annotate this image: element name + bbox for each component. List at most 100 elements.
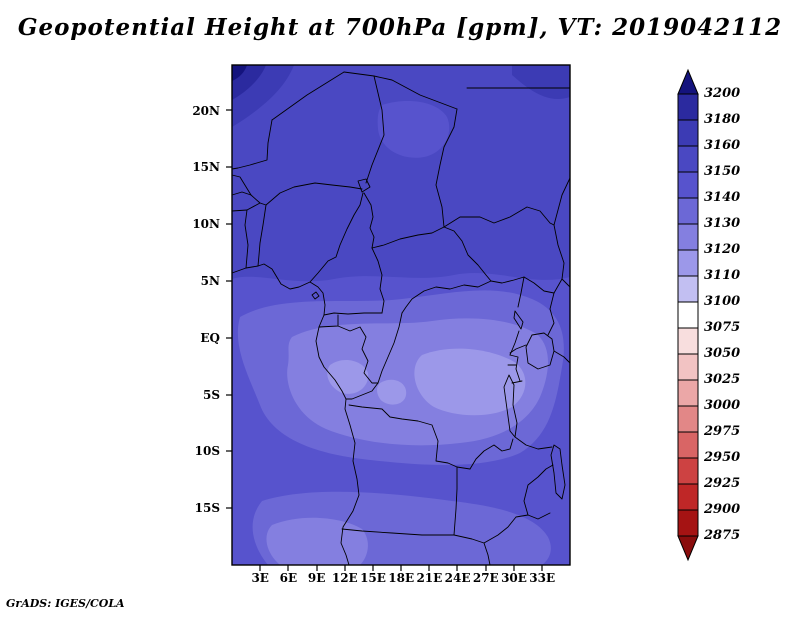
colorbar-segment: [677, 301, 699, 329]
colorbar-level-label: 3110: [704, 268, 741, 283]
axis-ticks: [226, 109, 543, 571]
lat-tick-label: 20N: [192, 103, 220, 118]
colorbar-level-label: 3025: [704, 372, 741, 387]
lake-albert: [513, 310, 524, 330]
colorbar-segment: [677, 327, 699, 355]
border-path: [514, 436, 553, 450]
border-path: [443, 206, 555, 228]
coastline: [231, 263, 360, 566]
border-path: [483, 542, 491, 566]
border-path: [323, 312, 383, 316]
colorbar-labels: 3200 3180 3160 3150 3140 3130 3120 3110 3100 3075…: [704, 70, 764, 560]
colorbar-segment: [677, 353, 699, 381]
border-path: [231, 174, 252, 196]
border-path: [371, 226, 445, 249]
border-path: [244, 209, 249, 269]
colorbar-level-label: 2950: [704, 450, 741, 465]
colorbar-segment: [677, 483, 699, 511]
border-path: [345, 312, 403, 400]
colorbar-segment: [677, 431, 699, 459]
map-svg: [226, 64, 571, 571]
colorbar-level-label: 2875: [704, 528, 741, 543]
colorbar-top-arrow: [677, 68, 699, 95]
border-path: [257, 204, 267, 267]
border-path: [309, 192, 364, 283]
map-area: [226, 64, 571, 571]
country-borders: [231, 71, 571, 566]
lon-tick-label: 6E: [279, 571, 298, 585]
colorbar: [677, 68, 699, 562]
lon-tick-label: 18E: [388, 571, 415, 585]
colorbar-segment: [677, 93, 699, 121]
border-path: [337, 325, 379, 384]
border-path: [357, 178, 371, 193]
border-path: [547, 292, 555, 336]
border-path: [469, 438, 514, 470]
lon-tick-label: 33E: [529, 571, 556, 585]
border-path: [341, 528, 455, 536]
border-path: [490, 276, 563, 294]
colorbar-level-label: 3200: [704, 86, 741, 101]
lake-victoria: [525, 332, 555, 370]
border-path: [509, 330, 520, 356]
map-frame: [226, 64, 571, 571]
colorbar-segment: [677, 509, 699, 537]
colorbar-level-label: 3180: [704, 112, 741, 127]
lat-tick-label: 10S: [194, 444, 220, 459]
border-path: [348, 404, 471, 470]
border-path: [363, 192, 375, 249]
lat-tick-label: 15N: [192, 160, 220, 175]
colorbar-level-label: 2975: [704, 424, 741, 439]
lake-malawi: [550, 444, 566, 500]
border-path: [453, 466, 458, 536]
colorbar-segment: [677, 223, 699, 251]
colorbar-level-label: 3100: [704, 294, 741, 309]
grads-credit: GrADS: IGES/COLA: [6, 597, 125, 610]
lat-tick-label: EQ: [200, 330, 220, 345]
lon-tick-label: 21E: [416, 571, 443, 585]
border-path: [517, 276, 525, 308]
border-path: [435, 108, 458, 228]
border-path: [365, 75, 385, 184]
border-path: [343, 71, 458, 110]
lat-tick-label: 5S: [202, 387, 220, 402]
colorbar-level-label: 3075: [704, 320, 741, 335]
colorbar-level-label: 3140: [704, 190, 741, 205]
border-path: [523, 464, 554, 516]
colorbar-segment: [677, 275, 699, 303]
colorbar-level-label: 2925: [704, 476, 741, 491]
colorbar-segment: [677, 249, 699, 277]
border-path: [511, 380, 523, 384]
lon-tick-label: 3E: [251, 571, 269, 585]
border-path: [553, 350, 571, 364]
colorbar-level-label: 3050: [704, 346, 741, 361]
lon-tick-label: 15E: [360, 571, 386, 585]
colorbar-segment: [677, 197, 699, 225]
lat-tick-label: 5N: [200, 273, 220, 288]
colorbar-segment: [677, 119, 699, 147]
border-path: [509, 344, 527, 354]
plot-title: Geopotential Height at 700hPa [gpm], VT:…: [17, 14, 783, 41]
colorbar-level-label: 3130: [704, 216, 741, 231]
border-path: [453, 512, 551, 544]
lon-tick-label: 30E: [501, 571, 527, 585]
colorbar-level-label: 3000: [704, 398, 741, 413]
colorbar-bottom-arrow: [677, 535, 699, 562]
lon-axis: 3E 6E 9E 12E 15E 18E 21E 24E 27E 30E 33E: [232, 570, 570, 588]
border-path: [311, 291, 320, 300]
lon-tick-label: 27E: [472, 571, 499, 585]
lat-tick-label: 10N: [192, 217, 220, 232]
lon-tick-label: 9E: [307, 571, 326, 585]
border-path: [443, 226, 492, 282]
height-field: [232, 65, 570, 565]
colorbar-segment: [677, 145, 699, 173]
lat-axis: 20N 15N 10N 5N EQ 5S 10S 15S: [178, 65, 226, 565]
lon-tick-label: 24E: [444, 571, 471, 585]
border-path: [401, 280, 492, 314]
colorbar-level-label: 3150: [704, 164, 741, 179]
colorbar-segment: [677, 171, 699, 199]
border-path: [265, 182, 363, 206]
colorbar-level-label: 3120: [704, 242, 741, 257]
border-path: [371, 247, 385, 314]
